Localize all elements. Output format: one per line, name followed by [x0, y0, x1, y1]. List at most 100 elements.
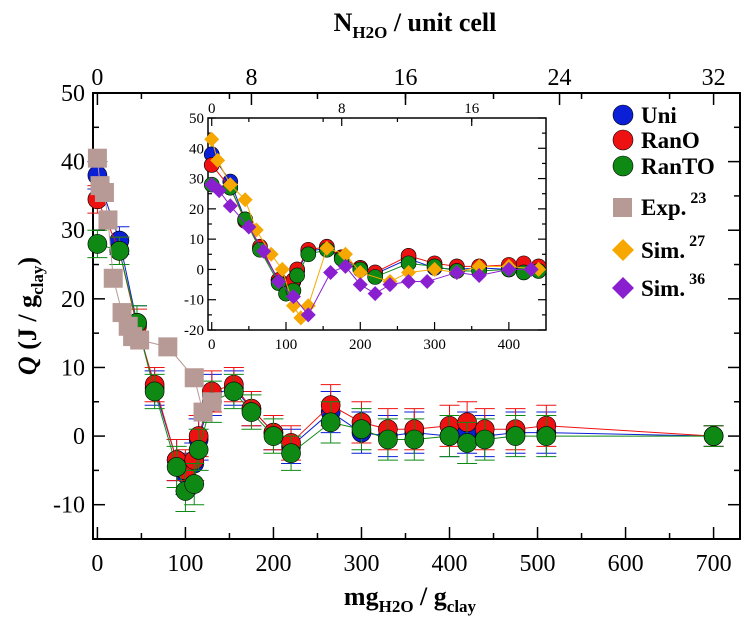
- inset-data-point: [300, 246, 317, 263]
- legend-label-exp: Exp. 23: [641, 190, 706, 220]
- inset-data-point: [471, 267, 487, 283]
- legend-marker-ranto: [612, 155, 634, 177]
- main-series-3: [87, 148, 222, 422]
- inset-y-tick-label: -10: [184, 293, 204, 309]
- inset-y-tick-label: 10: [189, 232, 204, 248]
- main-x-tick-label: 200: [255, 551, 291, 577]
- inset-x-tick-label: 0: [208, 337, 216, 353]
- main-y-tick-label: 30: [61, 218, 85, 244]
- inset-data-point: [256, 243, 272, 259]
- inset-data-point: [300, 307, 316, 323]
- inset-data-point: [337, 258, 353, 274]
- inset-data-point: [241, 219, 257, 235]
- main-data-point: [474, 429, 495, 450]
- inset-data-point: [222, 198, 238, 214]
- inset-data-point: [449, 264, 465, 280]
- legend-label-sim36: Sim. 36: [641, 271, 705, 301]
- legend-marker-rano: [612, 129, 634, 151]
- main-data-point: [188, 439, 209, 460]
- legend-label-uni: Uni: [641, 103, 677, 128]
- main-data-point: [87, 148, 107, 168]
- inset-data-point: [401, 264, 417, 280]
- main-top-tick-label: 8: [245, 65, 257, 91]
- main-data-point: [184, 474, 205, 494]
- main-x-tick-label: 300: [343, 551, 379, 577]
- main-data-point: [351, 419, 372, 440]
- inset-top-tick-label: 8: [338, 101, 346, 117]
- main-data-point: [109, 241, 130, 261]
- legend-label-rano: RanO: [641, 128, 700, 153]
- inset-data-point: [323, 264, 339, 280]
- main-data-point: [94, 182, 114, 202]
- main-data-point: [130, 330, 150, 350]
- main-data-point: [184, 368, 204, 388]
- main-data-point: [144, 381, 165, 402]
- main-data-point: [263, 426, 284, 446]
- inset-x-tick-label: 400: [498, 337, 521, 353]
- main-y-tick-label: 40: [61, 150, 85, 176]
- inset-data-point: [401, 274, 417, 290]
- main-data-point: [166, 457, 187, 477]
- inset-y-tick-label: 40: [189, 141, 204, 157]
- legend-marker-exp: [613, 198, 632, 217]
- inset-data-point: [419, 274, 435, 290]
- main-data-point: [320, 412, 341, 433]
- main-top-tick-label: 24: [548, 65, 572, 91]
- main-y-tick-label: -10: [53, 493, 85, 519]
- main-data-point: [439, 426, 460, 446]
- legend-marker-uni: [612, 104, 634, 126]
- main-data-point: [281, 443, 301, 464]
- inset-x-tick-label: 300: [423, 337, 446, 353]
- inset-data-point: [471, 258, 487, 274]
- main-data-point: [505, 426, 526, 446]
- inset-series: [203, 131, 547, 326]
- inset-top-tick-label: 0: [208, 101, 216, 117]
- legend-item-sim36: Sim. 36: [612, 271, 705, 301]
- inset-data-point: [222, 177, 238, 193]
- main-series: [87, 148, 724, 513]
- main-data-point: [98, 210, 118, 230]
- main-x-tick-label: 500: [520, 551, 556, 577]
- inset-data-point: [285, 289, 301, 305]
- main-x-tick-label: 600: [608, 551, 644, 577]
- main-x-tick-label: 400: [432, 551, 468, 577]
- inset-data-point: [271, 274, 287, 290]
- inset-data-point: [274, 261, 290, 277]
- legend-item-rano: RanO: [612, 128, 700, 153]
- inset-x-tick-label: 200: [349, 337, 372, 353]
- inset-top-tick-label: 16: [464, 101, 480, 117]
- inset-data-point: [352, 277, 368, 293]
- main-data-point: [241, 402, 262, 422]
- main-x-tick-label: 0: [91, 551, 103, 577]
- inset-y-tick-label: 50: [189, 111, 204, 127]
- main-data-point: [457, 433, 477, 453]
- inset-y-tick-label: 20: [189, 202, 204, 218]
- inset-data-point: [211, 183, 227, 199]
- main-y-tick-label: 0: [73, 424, 85, 450]
- inset-series-4: [204, 177, 539, 323]
- legend-item-exp: Exp. 23: [613, 190, 706, 220]
- main-data-point: [224, 381, 244, 402]
- inset-data-point: [352, 264, 368, 280]
- main-data-point: [404, 429, 425, 450]
- inset-data-point: [319, 240, 335, 256]
- inset-x-tick-label: 100: [275, 337, 298, 353]
- inset-y-tick-label: -20: [184, 323, 204, 339]
- inset-data-point: [427, 261, 443, 277]
- inset-y-tick-label: 30: [189, 172, 204, 188]
- main-data-point: [158, 337, 178, 357]
- legend-item-uni: Uni: [612, 103, 677, 128]
- main-data-point: [378, 429, 398, 450]
- inset-data-point: [237, 192, 253, 208]
- y-axis-title: Q (J / gclay): [13, 257, 47, 375]
- main-top-tick-label: 32: [702, 65, 726, 91]
- inset-data-point: [210, 152, 226, 168]
- inset-data-point: [501, 261, 517, 277]
- legend-marker-sim36: [612, 277, 634, 299]
- inset-data-point: [523, 261, 539, 277]
- inset-data-point: [337, 246, 353, 262]
- main-y-tick-label: 50: [61, 81, 85, 107]
